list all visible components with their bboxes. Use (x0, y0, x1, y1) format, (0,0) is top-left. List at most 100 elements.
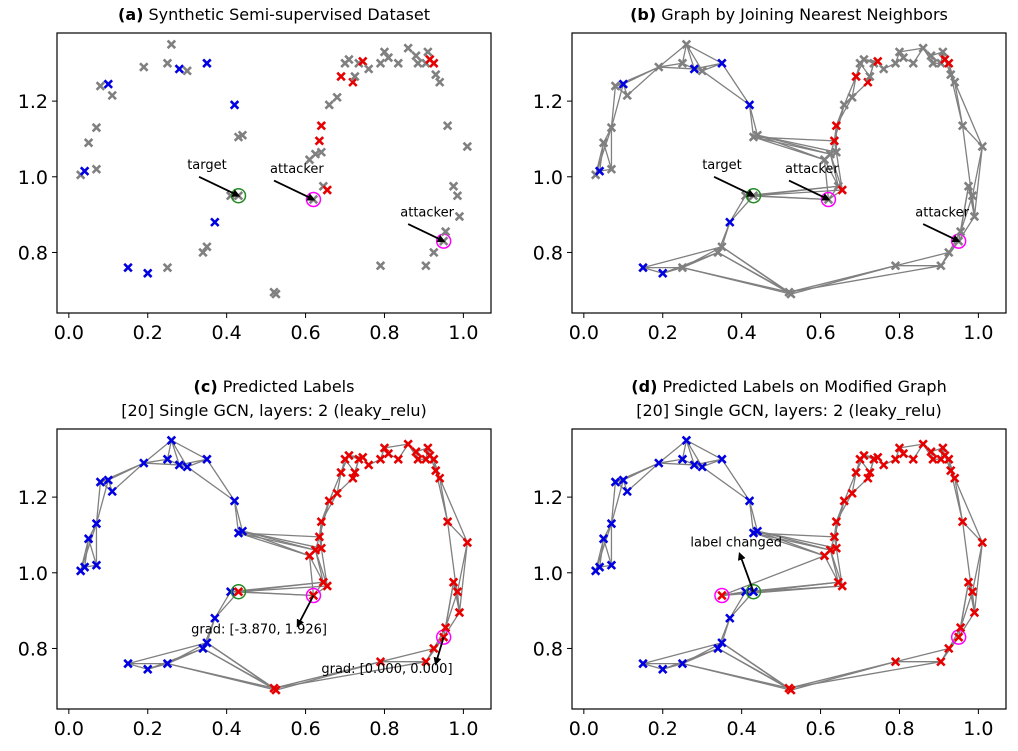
panel-d: (d) Predicted Labels on Modified Graph [… (533, 377, 1007, 740)
data-point-marker (332, 92, 342, 103)
data-point-marker (316, 120, 327, 131)
data-point-marker (953, 632, 964, 642)
data-point-marker (442, 120, 453, 131)
annotation-arrow (296, 595, 315, 628)
data-point-marker (423, 47, 433, 57)
x-tick-label: 0.0 (54, 322, 84, 344)
data-point-marker (839, 496, 849, 506)
x-tick-label: 0.0 (569, 718, 599, 740)
data-point-marker (322, 185, 332, 195)
x-tick-label: 0.8 (369, 322, 399, 344)
data-point-marker (123, 658, 133, 669)
data-point-marker (677, 262, 688, 273)
x-tick-label: 0.8 (884, 322, 914, 344)
data-point-marker (949, 77, 960, 87)
data-point-marker (658, 268, 668, 278)
y-tick-label: 0.8 (533, 242, 563, 264)
data-point-marker (363, 460, 374, 470)
data-point-marker (689, 460, 700, 470)
panel-c-title: (c) Predicted Labels (194, 377, 355, 396)
annotation-arrow (922, 223, 961, 243)
graph-edge (108, 462, 145, 481)
x-tick-label: 0.2 (133, 718, 163, 740)
data-point-marker (598, 534, 609, 544)
graph-edge (851, 76, 857, 98)
data-point-marker (610, 81, 621, 91)
data-point-marker (654, 458, 664, 468)
graph-edge (899, 443, 924, 449)
data-point-marker (438, 632, 449, 642)
x-tick-label: 0.4 (727, 322, 757, 344)
data-point-marker (95, 477, 106, 487)
annotation-label: attacker (400, 206, 454, 221)
data-point-marker (348, 77, 358, 87)
graph-edge (843, 76, 857, 106)
graph-edge (610, 85, 617, 128)
data-point-marker (375, 260, 386, 271)
data-point-marker (358, 56, 368, 67)
graph-edge (757, 530, 825, 557)
x-tick-label: 0.8 (884, 718, 914, 740)
data-point-marker (740, 586, 751, 597)
graph-edge (642, 246, 723, 269)
y-tick-label: 1.0 (533, 563, 563, 585)
annotation-label: attacker (915, 206, 969, 221)
graph-edge (895, 251, 949, 267)
graph-edge (80, 523, 98, 572)
data-point-marker (969, 211, 980, 222)
y-tick-label: 0.8 (533, 638, 563, 660)
data-point-marker (103, 79, 114, 89)
data-point-marker (79, 166, 90, 176)
panel-c-title-bold: (c) (194, 377, 218, 396)
data-point-marker (91, 122, 102, 133)
x-tick-label: 0.8 (369, 718, 399, 740)
data-point-marker (237, 130, 248, 140)
graph-edge (757, 134, 825, 161)
attacker-ring (305, 587, 322, 604)
graph-edge (753, 136, 835, 142)
graph-edge (682, 662, 792, 691)
annotation-label: attacker (270, 162, 324, 177)
graph-edge (610, 481, 617, 524)
data-point-marker (622, 486, 632, 497)
data-point-marker (316, 516, 327, 527)
graph-edge (623, 66, 660, 85)
graph-edge (954, 81, 983, 147)
data-point-marker (237, 526, 248, 536)
data-point-marker (434, 473, 445, 483)
x-tick-label: 1.0 (448, 718, 478, 740)
data-point-marker (957, 516, 968, 527)
data-point-marker (79, 562, 90, 572)
graph-edge (642, 642, 723, 665)
graph-edge (658, 43, 687, 68)
data-point-marker (429, 454, 439, 464)
data-point-marker (926, 446, 936, 457)
data-point-marker (91, 560, 102, 570)
x-tick-label: 0.6 (290, 322, 320, 344)
panel-b-title: (b) Graph by Joining Nearest Neighbors (630, 5, 948, 24)
data-point-marker (890, 58, 901, 68)
graph-edge (127, 642, 208, 665)
panel-d-title-bold: (d) (631, 377, 657, 396)
graph-edge (642, 266, 663, 274)
data-point-marker (143, 664, 153, 674)
graph-edge (314, 549, 324, 583)
data-point-marker (166, 435, 177, 446)
graph-edge (790, 265, 896, 295)
y-tick-label: 1.0 (18, 563, 48, 585)
graph-edge (823, 555, 839, 583)
data-point-marker (429, 247, 439, 258)
data-point-marker (91, 164, 102, 174)
panel-a-plot: target attacker attacker (75, 39, 473, 299)
data-point-marker (423, 443, 433, 453)
graph-edge (206, 458, 236, 502)
x-tick-label: 0.4 (212, 322, 242, 344)
data-point-marker (336, 71, 346, 82)
data-point-marker (638, 658, 648, 669)
graph-edge (721, 458, 751, 502)
data-point-marker (358, 452, 368, 463)
data-point-marker (955, 226, 966, 237)
graph-edge (623, 462, 660, 481)
data-point-marker (831, 120, 842, 131)
data-point-marker (946, 465, 956, 476)
